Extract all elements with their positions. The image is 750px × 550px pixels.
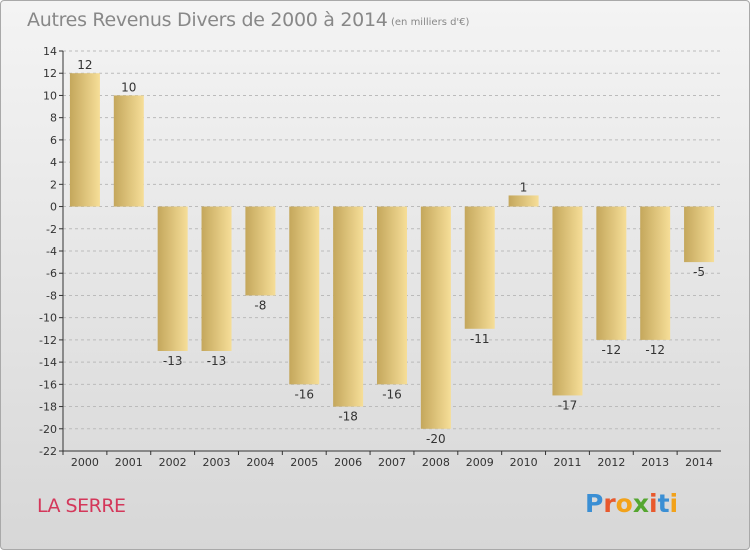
- data-label: -13: [207, 354, 227, 368]
- data-label: 12: [77, 58, 92, 72]
- data-label: -13: [163, 354, 183, 368]
- y-tick-label: -2: [46, 223, 57, 236]
- y-tick-label: 6: [50, 134, 57, 147]
- y-tick-label: -22: [39, 445, 57, 458]
- y-tick-label: 4: [50, 156, 57, 169]
- y-tick-label: -10: [39, 312, 57, 325]
- bar-2003: [201, 206, 232, 351]
- data-label: -16: [294, 387, 314, 401]
- logo-letter: P: [585, 489, 604, 518]
- chart-title: Autres Revenus Divers de 2000 à 2014: [27, 9, 388, 31]
- x-tick-label: 2014: [685, 456, 713, 469]
- x-tick-label: 2007: [378, 456, 406, 469]
- logo-letter: i: [669, 489, 679, 518]
- chart-subtitle: (en milliers d'€): [391, 17, 470, 28]
- data-label: -5: [693, 265, 705, 279]
- y-tick-label: -18: [39, 401, 57, 414]
- bar-2009: [464, 206, 495, 329]
- y-tick-label: -16: [39, 378, 57, 391]
- bar-2005: [289, 206, 320, 385]
- data-label: -11: [470, 332, 490, 346]
- logo-letter: t: [657, 489, 670, 518]
- x-tick-label: 2011: [553, 456, 581, 469]
- commune-name: LA SERRE: [37, 495, 126, 517]
- proxiti-logo: Proxiti: [585, 489, 678, 518]
- y-tick-label: -20: [39, 423, 57, 436]
- data-label: 1: [520, 180, 528, 194]
- x-tick-label: 2012: [597, 456, 625, 469]
- y-tick-label: 12: [43, 67, 57, 80]
- data-label: -8: [254, 298, 266, 312]
- logo-letter: i: [649, 489, 658, 518]
- x-tick-label: 2009: [466, 456, 494, 469]
- x-tick-label: 2013: [641, 456, 669, 469]
- y-tick-label: -12: [39, 334, 57, 347]
- data-label: -20: [426, 432, 446, 446]
- bar-2011: [552, 206, 583, 396]
- y-tick-label: -14: [39, 356, 57, 369]
- y-tick-label: -4: [46, 245, 57, 258]
- data-label: -18: [338, 410, 358, 424]
- y-tick-label: 0: [50, 201, 57, 214]
- x-tick-label: 2004: [246, 456, 274, 469]
- data-label: -16: [382, 387, 402, 401]
- x-tick-label: 2005: [290, 456, 318, 469]
- bar-2014: [684, 206, 715, 263]
- x-tick-label: 2001: [115, 456, 143, 469]
- y-tick-label: 10: [43, 89, 57, 102]
- y-tick-label: 14: [43, 45, 57, 58]
- x-tick-label: 2008: [422, 456, 450, 469]
- y-tick-label: -8: [46, 289, 57, 302]
- bar-2010: [508, 195, 539, 207]
- bars: [69, 73, 715, 429]
- bar-2006: [333, 206, 364, 407]
- bar-2002: [157, 206, 188, 351]
- y-tick-label: -6: [46, 267, 57, 280]
- logo-letter: r: [603, 489, 616, 518]
- x-tick-label: 2006: [334, 456, 362, 469]
- logo-letter: o: [615, 489, 633, 518]
- bar-2013: [640, 206, 671, 340]
- x-tick-label: 2003: [203, 456, 231, 469]
- bar-2000: [69, 73, 100, 207]
- bar-2008: [420, 206, 451, 429]
- y-tick-label: 8: [50, 112, 57, 125]
- bar-2012: [596, 206, 627, 340]
- bar-2007: [377, 206, 407, 385]
- axes: 14 12 10 8 6 4 2 0 -2 -4 -6 -8 -10 -12 -14 -16 -18 -20 -22…: [39, 45, 721, 469]
- bar-2001: [113, 95, 144, 207]
- y-tick-label: 2: [50, 178, 57, 191]
- data-labels: 12 10 -13 -13 -8 -16 -18 -16 -20 -11 1 -17 -12 -12 -5: [77, 58, 705, 446]
- data-label: -17: [558, 398, 578, 412]
- x-tick-label: 2000: [71, 456, 99, 469]
- x-tick-label: 2002: [159, 456, 187, 469]
- bar-chart: 14 12 10 8 6 4 2 0 -2 -4 -6 -8 -10 -12 -14 -16 -18 -20 -22…: [39, 45, 721, 469]
- data-label: -12: [602, 343, 622, 357]
- x-tick-label: 2010: [510, 456, 538, 469]
- logo-letter: x: [632, 489, 649, 518]
- data-label: -12: [645, 343, 665, 357]
- bar-2004: [245, 206, 276, 296]
- data-label: 10: [121, 80, 136, 94]
